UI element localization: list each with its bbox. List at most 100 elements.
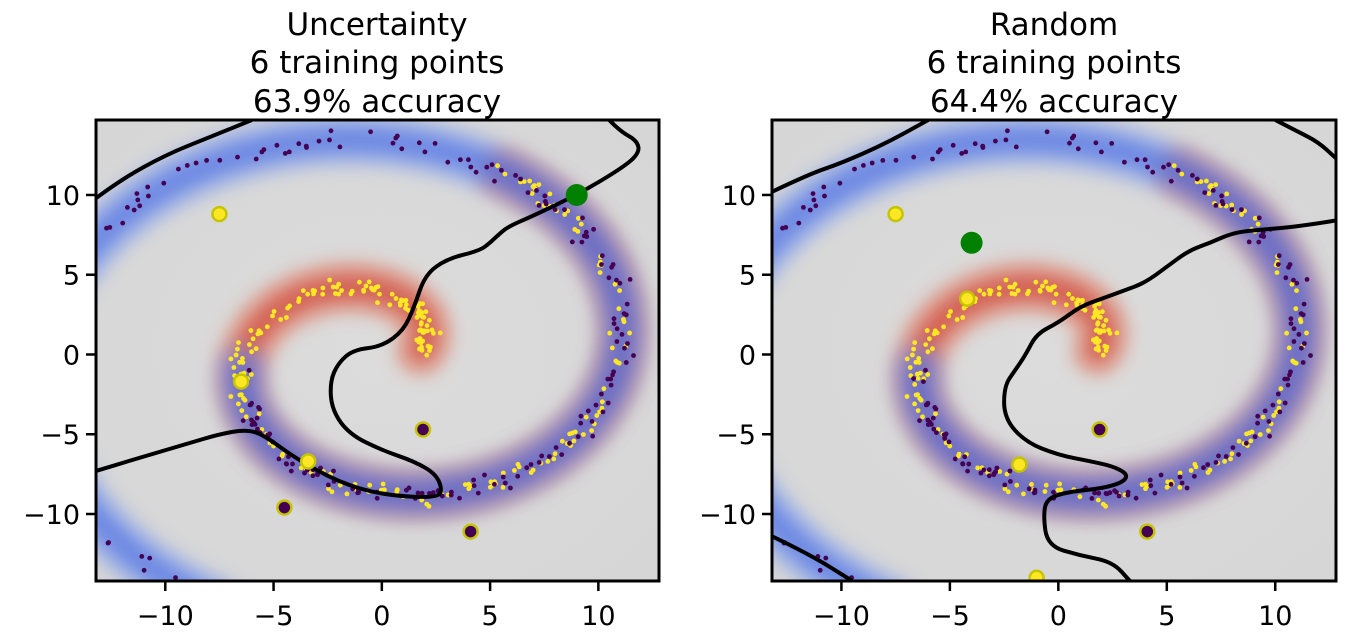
positive-sample-point xyxy=(420,301,426,307)
positive-sample-point xyxy=(1229,202,1235,208)
positive-sample-point xyxy=(377,291,382,297)
positive-sample-point xyxy=(279,453,285,459)
positive-sample-point xyxy=(1165,479,1170,485)
positive-sample-point xyxy=(1236,438,1242,444)
positive-sample-point xyxy=(237,359,243,365)
positive-sample-point xyxy=(415,303,421,309)
positive-sample-point xyxy=(515,461,521,467)
positive-sample-point xyxy=(1222,459,1227,464)
negative-sample-point xyxy=(724,323,729,328)
positive-sample-point xyxy=(1097,330,1102,335)
positive-sample-point xyxy=(1012,291,1018,297)
negative-sample-point xyxy=(104,225,109,231)
decision-boundary-line-2 xyxy=(1274,120,1336,160)
positive-sample-point xyxy=(1304,330,1309,336)
negative-sample-point xyxy=(1216,453,1221,459)
selected-point xyxy=(565,184,588,206)
negative-sample-point xyxy=(1168,481,1174,487)
negative-sample-point xyxy=(1067,140,1072,146)
negative-sample-point xyxy=(1285,382,1291,388)
negative-sample-point xyxy=(79,252,84,257)
positive-sample-point xyxy=(1206,191,1212,196)
y-tick-label: 10 xyxy=(722,181,756,212)
y-tick-label: −10 xyxy=(23,500,80,531)
positive-sample-point xyxy=(997,469,1003,474)
panel-title-line-3: 63.9% accuracy xyxy=(253,84,501,120)
negative-sample-point xyxy=(580,215,585,221)
positive-sample-point xyxy=(1100,501,1106,507)
negative-sample-point xyxy=(310,473,316,479)
positive-sample-point xyxy=(228,356,234,362)
positive-sample-point xyxy=(394,489,400,494)
positive-sample-point xyxy=(429,327,435,333)
negative-sample-point xyxy=(489,162,495,168)
positive-sample-point xyxy=(1106,327,1111,333)
negative-sample-point xyxy=(1219,199,1225,204)
positive-sample-point xyxy=(1284,330,1289,336)
negative-sample-point xyxy=(755,252,760,257)
positive-sample-point xyxy=(425,343,431,349)
negative-sample-point xyxy=(963,149,969,155)
positive-sample-point xyxy=(512,468,517,473)
positive-sample-point xyxy=(527,178,532,184)
positive-sample-point xyxy=(1103,317,1109,323)
negative-sample-point xyxy=(147,555,153,561)
training-point-positive xyxy=(958,290,976,307)
positive-sample-point xyxy=(487,484,493,490)
positive-sample-point xyxy=(403,305,408,311)
negative-sample-point xyxy=(1276,262,1281,267)
negative-sample-point xyxy=(1201,465,1206,471)
negative-sample-point xyxy=(763,245,768,250)
negative-sample-point xyxy=(1099,149,1104,155)
positive-sample-point xyxy=(285,305,290,311)
positive-sample-point xyxy=(253,346,259,352)
positive-sample-point xyxy=(941,324,946,330)
negative-sample-point xyxy=(422,149,428,155)
negative-sample-point xyxy=(534,188,539,193)
negative-sample-point xyxy=(1107,490,1113,496)
positive-sample-point xyxy=(1093,339,1098,345)
negative-sample-point xyxy=(731,287,736,292)
negative-sample-point xyxy=(1007,468,1013,474)
positive-sample-point xyxy=(231,365,237,370)
negative-sample-point xyxy=(1175,167,1181,173)
negative-sample-point xyxy=(1013,144,1019,150)
decision-boundary xyxy=(96,120,641,499)
positive-sample-point xyxy=(380,481,386,487)
negative-sample-point xyxy=(542,193,548,199)
negative-sample-point xyxy=(427,491,432,496)
positive-sample-point xyxy=(1143,486,1148,492)
negative-sample-point xyxy=(837,180,843,186)
negative-sample-point xyxy=(1283,275,1289,281)
negative-sample-point xyxy=(614,339,620,344)
training-point-positive xyxy=(299,453,317,470)
negative-sample-point xyxy=(457,495,462,501)
negative-sample-point xyxy=(518,176,523,182)
negative-sample-point xyxy=(82,482,87,487)
negative-sample-point xyxy=(720,306,725,311)
negative-sample-point xyxy=(822,193,827,199)
negative-sample-point xyxy=(1103,491,1109,496)
positive-sample-point xyxy=(925,349,931,355)
negative-sample-point xyxy=(27,354,32,359)
negative-sample-point xyxy=(36,352,41,357)
negative-sample-point xyxy=(962,454,968,460)
positive-sample-point xyxy=(1101,328,1107,334)
negative-sample-point xyxy=(1158,472,1164,478)
negative-sample-point xyxy=(589,419,595,424)
negative-sample-point xyxy=(43,340,48,345)
positive-sample-point xyxy=(375,284,381,289)
training-point-negative xyxy=(462,523,479,540)
y-tick-label: −5 xyxy=(40,420,80,451)
negative-sample-point xyxy=(458,157,463,163)
positive-sample-point xyxy=(904,394,910,399)
negative-sample-point xyxy=(934,430,939,435)
positive-sample-point xyxy=(1037,287,1043,293)
negative-sample-point xyxy=(246,367,252,373)
negative-sample-point xyxy=(125,205,130,210)
negative-sample-point xyxy=(240,418,246,423)
negative-sample-point xyxy=(1262,408,1268,414)
training-point-negative xyxy=(276,499,293,516)
positive-sample-point xyxy=(1278,386,1284,392)
positive-sample-point xyxy=(397,302,403,308)
